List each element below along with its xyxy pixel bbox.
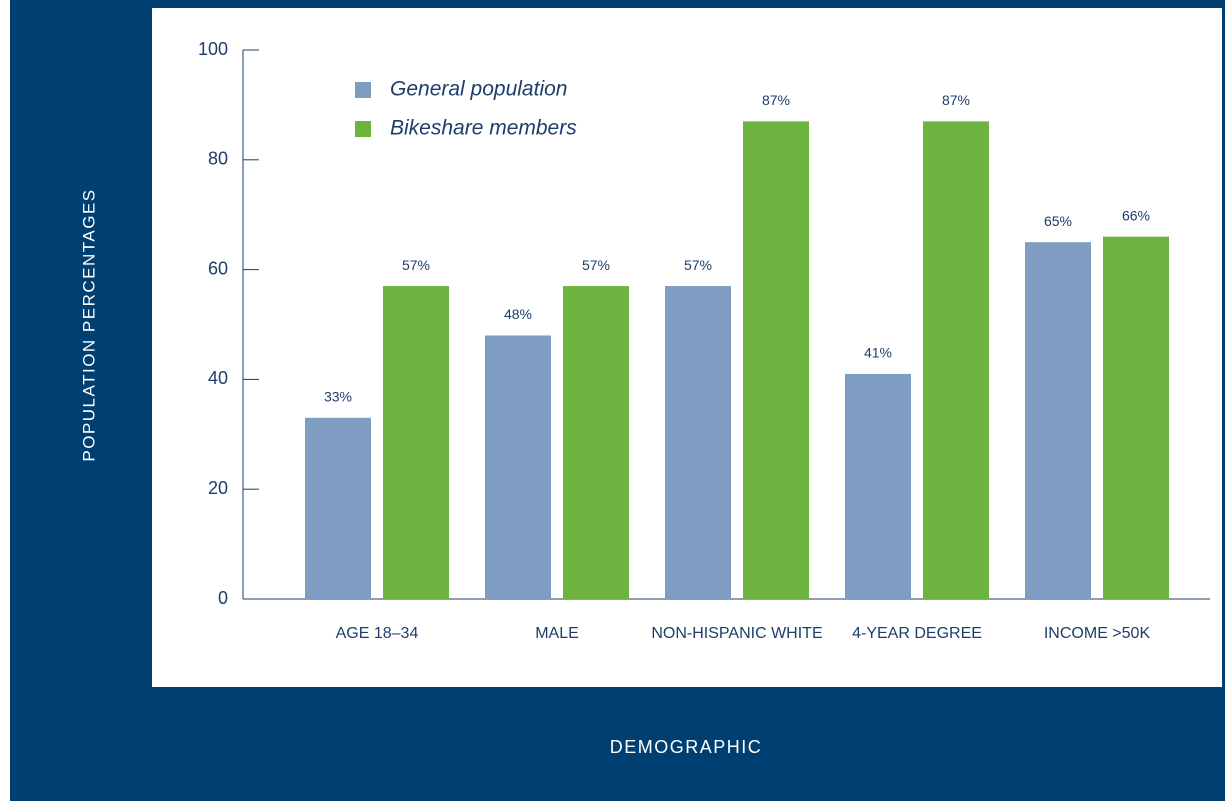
y-tick-label: 0: [218, 588, 228, 608]
legend-label: Bikeshare members: [390, 117, 577, 140]
data-label: 48%: [504, 306, 532, 322]
data-label: 87%: [942, 92, 970, 108]
x-tick-label: AGE 18–34: [336, 625, 419, 642]
bar: [923, 121, 989, 600]
data-label: 57%: [684, 257, 712, 273]
data-label: 87%: [762, 92, 790, 108]
x-tick-label: INCOME >50K: [1044, 625, 1151, 642]
y-tick-label: 60: [208, 258, 228, 278]
legend-label: General population: [390, 78, 567, 101]
data-label: 65%: [1044, 213, 1072, 229]
bar: [305, 417, 371, 599]
y-axis-label: POPULATION PERCENTAGES: [79, 188, 98, 461]
legend-swatch: [355, 82, 371, 98]
y-tick-label: 80: [208, 149, 228, 169]
bar: [485, 335, 551, 599]
data-label: 33%: [324, 389, 352, 405]
data-label: 66%: [1122, 207, 1150, 223]
x-tick-label: 4-YEAR DEGREE: [852, 625, 982, 642]
y-tick-label: 40: [208, 368, 228, 388]
data-label: 57%: [582, 257, 610, 273]
x-tick-label: NON-HISPANIC WHITE: [651, 625, 822, 642]
bar: [383, 286, 449, 599]
x-axis-label: DEMOGRAPHIC: [610, 737, 763, 757]
bar: [1025, 242, 1091, 599]
bar: [845, 373, 911, 599]
bar: [665, 286, 731, 599]
bar: [1103, 236, 1169, 599]
legend-swatch: [355, 121, 371, 137]
data-label: 57%: [402, 257, 430, 273]
y-tick-label: 100: [198, 39, 228, 59]
data-label: 41%: [864, 345, 892, 361]
y-tick-label: 20: [208, 478, 228, 498]
bar: [743, 121, 809, 600]
x-tick-label: MALE: [535, 625, 579, 642]
bar: [563, 286, 629, 599]
